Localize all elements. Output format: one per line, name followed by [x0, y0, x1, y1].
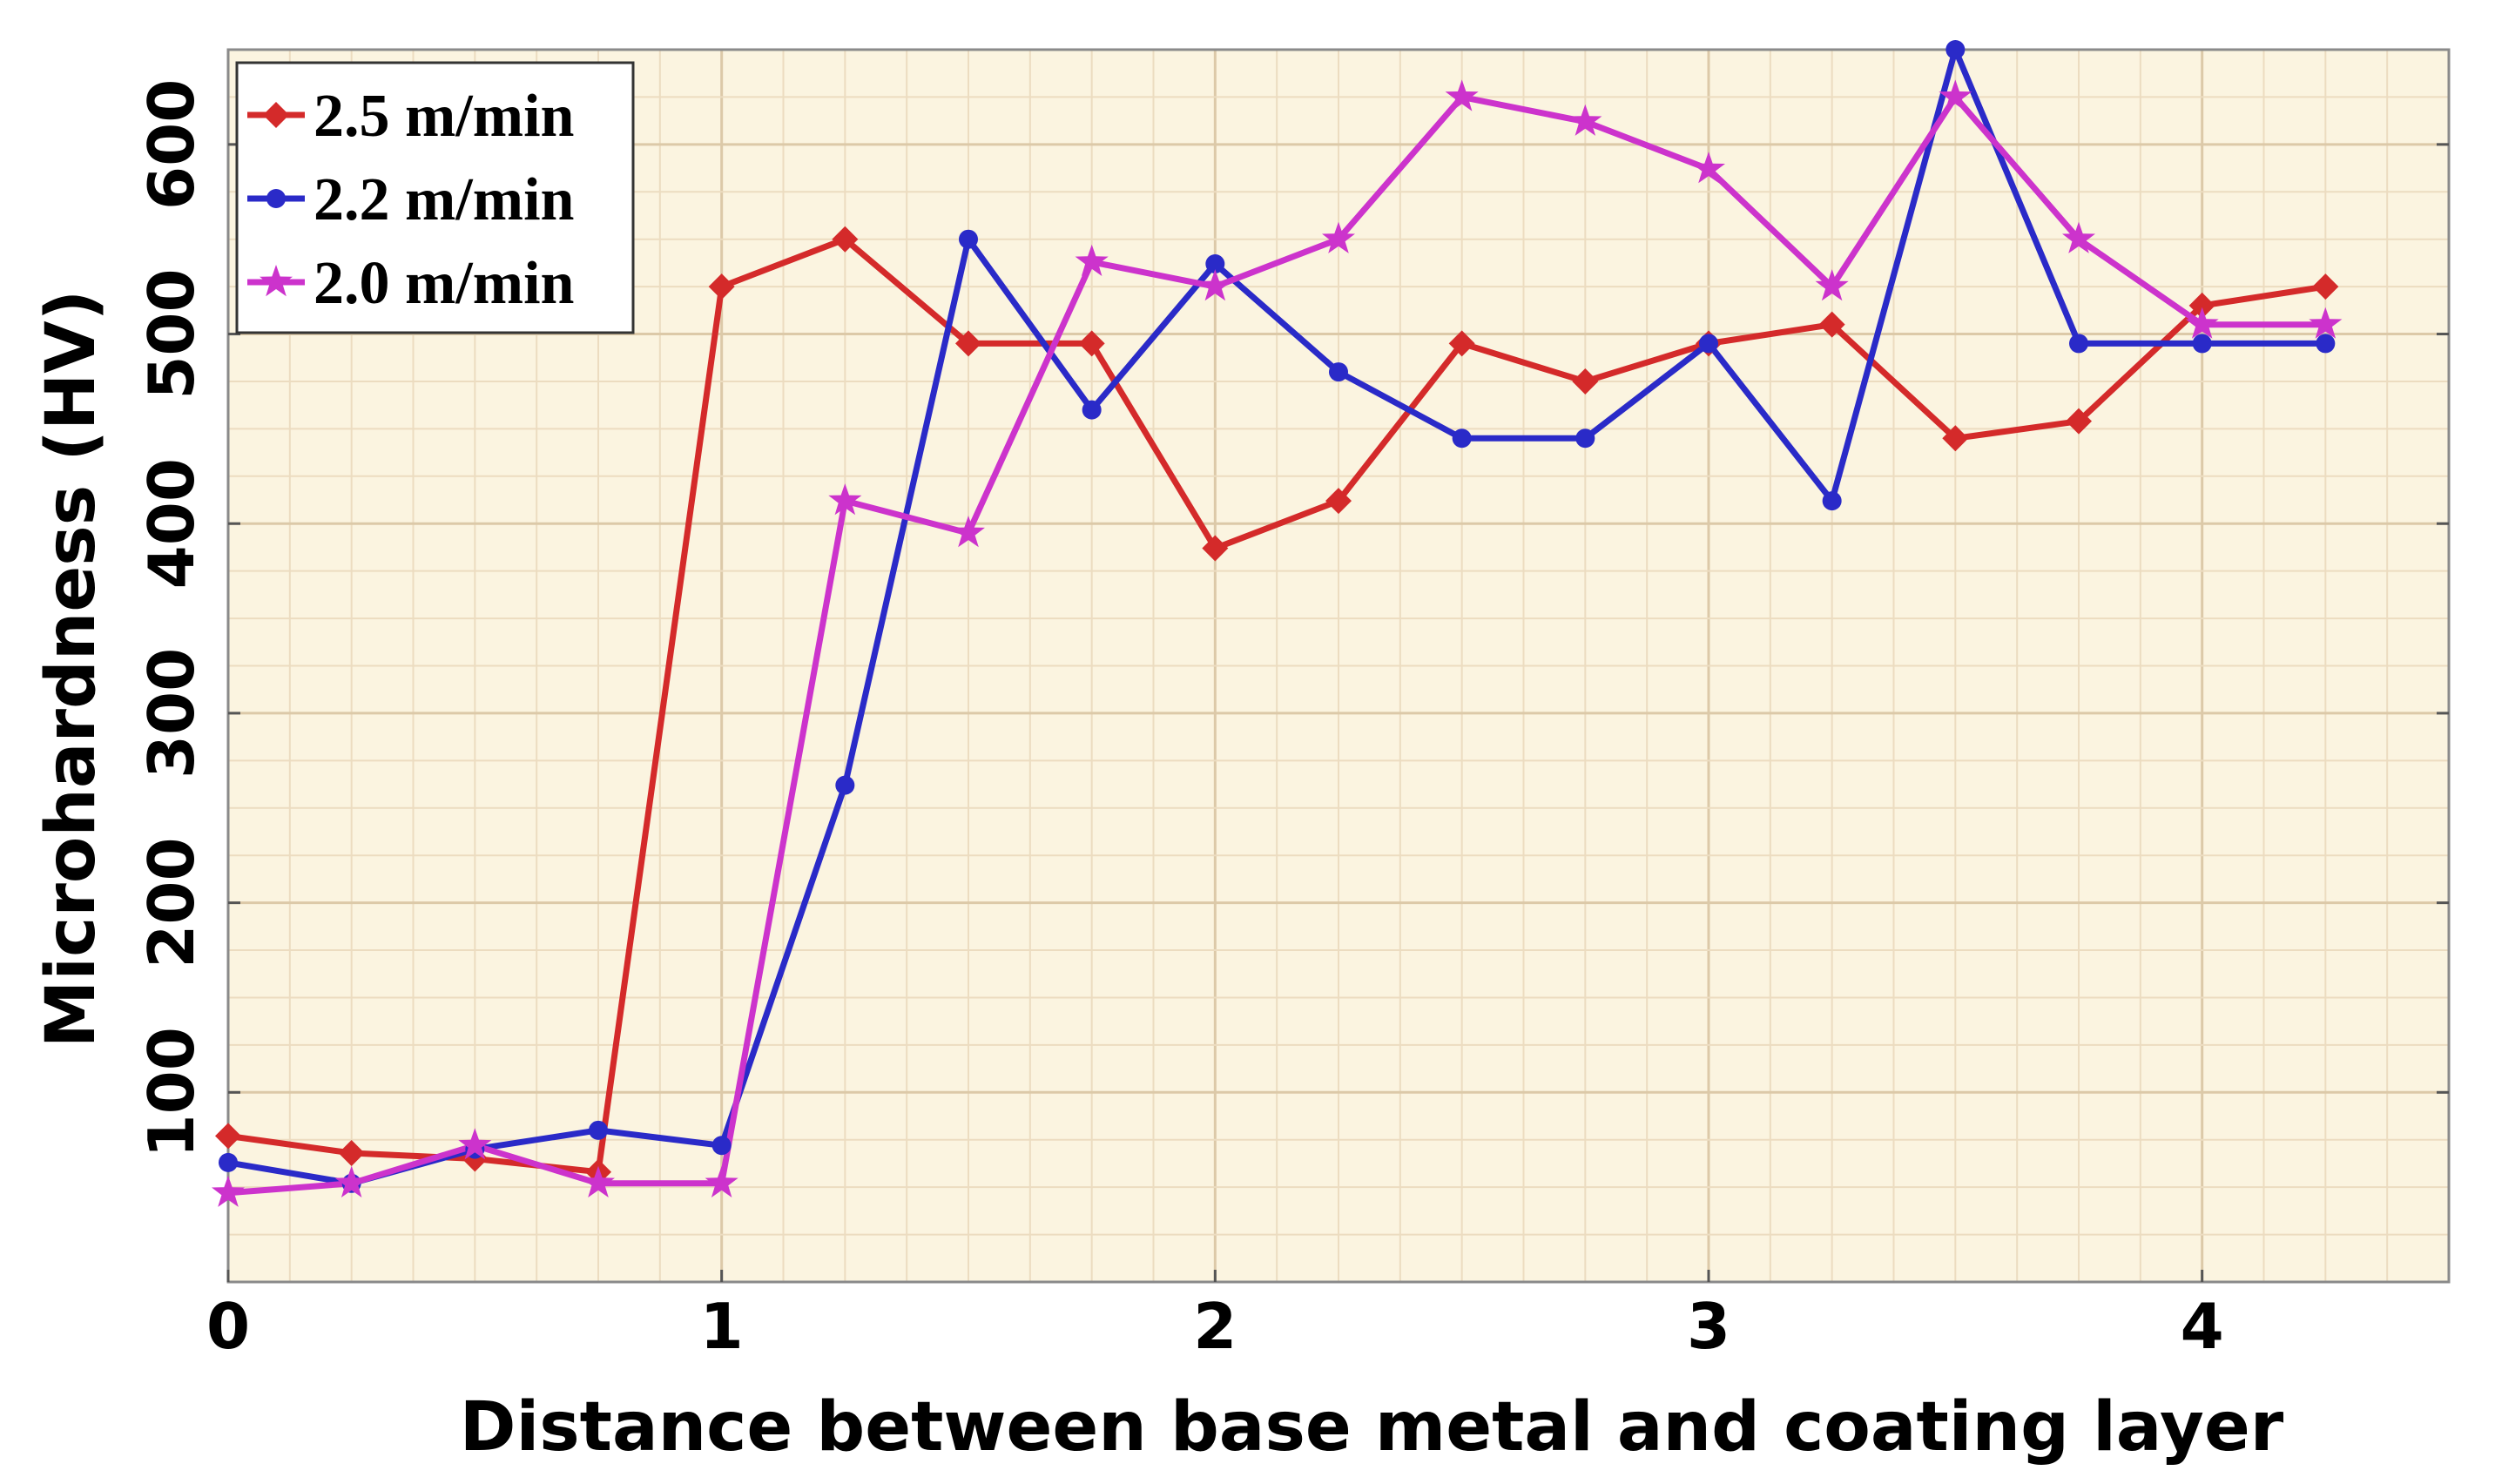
data-point [212, 1175, 245, 1207]
data-point [1692, 152, 1725, 184]
data-point [2188, 292, 2215, 319]
plot-axes [226, 48, 2451, 1284]
data-point [832, 226, 859, 253]
x-tick-label: 0 [206, 1290, 250, 1363]
data-point [835, 775, 855, 795]
y-tick-label: 500 [135, 268, 208, 399]
data-point [1942, 425, 1969, 452]
data-point [1699, 334, 1718, 354]
data-point [582, 1165, 615, 1197]
data-point [952, 516, 985, 548]
data-point [1815, 269, 1849, 301]
y-tick-label: 300 [135, 648, 208, 779]
y-axis-title: Microhardness (HV) [32, 290, 111, 1049]
legend-label: 2.0 m/min [314, 250, 574, 317]
data-point [215, 1123, 241, 1150]
series-line-2-0-m-min [225, 93, 2329, 1197]
legend-swatch-marker [263, 102, 289, 128]
data-point [1452, 428, 1472, 449]
data-point [1075, 244, 1109, 276]
y-tick-label: 100 [135, 1027, 208, 1157]
data-point [1322, 221, 1355, 253]
data-point [1448, 330, 1475, 357]
y-tick-label: 200 [135, 837, 208, 968]
legend-swatch-marker [260, 265, 293, 297]
legend-label: 2.5 m/min [314, 83, 574, 150]
data-point [1329, 362, 1348, 382]
x-tick-label: 3 [1687, 1290, 1730, 1363]
data-point [458, 1128, 492, 1160]
legend-swatch-marker [266, 189, 286, 208]
data-point [589, 1120, 608, 1140]
data-point [959, 229, 978, 249]
data-point [1575, 428, 1595, 449]
data-point [1822, 491, 1842, 511]
tick-labels: 0 1 2 3 4 100 200 300 400 500 600 [135, 79, 2224, 1363]
data-point [1445, 79, 1479, 111]
legend: 2.5 m/min 2.2 m/min 2.0 m/min [235, 61, 635, 334]
data-point [2066, 408, 2092, 435]
data-point [705, 1165, 738, 1197]
data-point [1325, 488, 1352, 515]
data-point [2312, 273, 2339, 300]
data-point [1818, 311, 1845, 338]
data-point [1939, 79, 1972, 111]
data-point [2192, 334, 2212, 354]
data-point [1078, 330, 1105, 357]
x-tick-label: 1 [700, 1290, 744, 1363]
data-point [334, 1165, 368, 1197]
x-axis-title: Distance between base metal and coating … [460, 1388, 2284, 1467]
data-point [1202, 535, 1229, 562]
data-point [1945, 40, 1966, 59]
legend-label: 2.2 m/min [314, 166, 574, 233]
data-point [219, 1152, 238, 1172]
data-point [955, 330, 981, 357]
plot-frame [226, 48, 2451, 1284]
data-point [708, 273, 735, 300]
data-point [2062, 221, 2095, 253]
data-point [2069, 334, 2088, 354]
data-point [828, 483, 862, 516]
data-point [1568, 104, 1602, 136]
data-point [2309, 307, 2343, 339]
plot-series [212, 40, 2343, 1207]
data-point [1198, 269, 1232, 301]
data-point [711, 1136, 732, 1156]
y-tick-label: 600 [135, 79, 208, 210]
series-line-2-5-m-min [225, 236, 2329, 1176]
data-point [1082, 400, 1102, 420]
y-tick-label: 400 [135, 458, 208, 589]
series-line-2-2-m-min [225, 46, 2329, 1187]
x-tick-label: 2 [1193, 1290, 1237, 1363]
x-tick-label: 4 [2181, 1290, 2224, 1363]
data-point [2316, 334, 2336, 354]
data-point [338, 1139, 365, 1166]
data-point [2185, 307, 2219, 339]
data-point [1205, 253, 1225, 273]
data-point [1572, 368, 1599, 395]
